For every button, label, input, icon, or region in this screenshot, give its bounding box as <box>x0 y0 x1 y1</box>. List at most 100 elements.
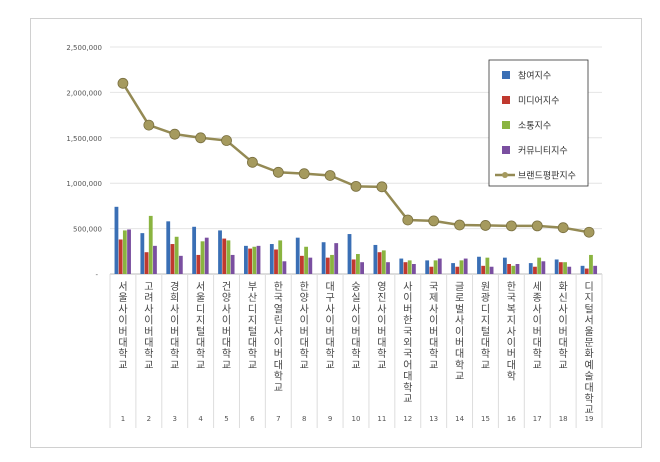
bar-커뮤니티지수 <box>178 255 183 274</box>
bar-커뮤니티지수 <box>386 262 390 274</box>
bar-참여지수 <box>477 256 481 274</box>
bar-미디어지수 <box>300 255 304 274</box>
bar-커뮤니티지수 <box>437 258 442 274</box>
bar-참여지수 <box>399 258 404 274</box>
brand-point <box>428 215 440 227</box>
brand-point <box>531 220 543 232</box>
bar-소통지수 <box>200 241 205 274</box>
bar-미디어지수 <box>118 239 123 274</box>
brand-point <box>117 77 129 89</box>
bar-참여지수 <box>502 257 507 274</box>
rank-label: 10 <box>352 415 361 423</box>
bar-소통지수 <box>330 254 334 274</box>
bar-소통지수 <box>174 236 179 274</box>
bar-미디어지수 <box>170 244 175 274</box>
bar-참여지수 <box>269 244 274 274</box>
rank-label: 13 <box>429 415 438 423</box>
bar-참여지수 <box>192 226 197 274</box>
rank-label: 19 <box>585 415 594 423</box>
rank-label: 18 <box>559 415 568 423</box>
legend-label: 미디어지수 <box>518 96 559 107</box>
bar-미디어지수 <box>403 262 408 274</box>
bar-참여지수 <box>218 230 222 274</box>
bar-소통지수 <box>356 254 360 274</box>
rank-label: 15 <box>481 415 490 423</box>
bar-소통지수 <box>252 246 257 274</box>
brand-point <box>221 135 232 146</box>
rank-label: 11 <box>377 415 386 423</box>
bar-소통지수 <box>407 260 412 274</box>
rank-label: 2 <box>147 415 151 423</box>
rank-label: 3 <box>173 415 177 423</box>
bar-커뮤니티지수 <box>463 258 468 274</box>
bar-미디어지수 <box>377 252 382 274</box>
bar-커뮤니티지수 <box>127 229 131 274</box>
legend-swatch <box>502 96 510 104</box>
brand-point <box>324 170 336 181</box>
bar-미디어지수 <box>507 264 511 274</box>
bar-참여지수 <box>244 245 248 274</box>
bar-참여지수 <box>425 260 430 274</box>
bar-참여지수 <box>580 265 585 274</box>
bar-미디어지수 <box>558 262 563 274</box>
bar-커뮤니티지수 <box>282 261 287 274</box>
rank-label: 1 <box>121 415 125 423</box>
bar-미디어지수 <box>455 266 460 274</box>
bar-커뮤니티지수 <box>256 245 261 274</box>
rank-label: 12 <box>403 415 412 423</box>
brand-point <box>376 181 388 193</box>
brand-point <box>272 166 284 178</box>
bar-소통지수 <box>511 265 516 274</box>
legend-label: 소통지수 <box>518 121 551 132</box>
legend-label: 브랜드평판지수 <box>518 171 576 182</box>
brand-point <box>298 168 310 180</box>
bar-커뮤니티지수 <box>489 266 494 274</box>
y-tick-label: 2,000,000 <box>66 89 102 97</box>
y-tick-label: 1,000,000 <box>66 180 102 188</box>
bar-참여지수 <box>140 233 145 274</box>
bar-미디어지수 <box>351 259 356 274</box>
bar-미디어지수 <box>429 266 434 274</box>
chart-frame <box>30 18 642 448</box>
bar-소통지수 <box>433 260 438 274</box>
legend-label: 커뮤니티지수 <box>518 146 568 157</box>
bar-미디어지수 <box>248 248 253 274</box>
y-tick-label: - <box>95 271 98 279</box>
bar-참여지수 <box>321 242 326 274</box>
brand-point <box>557 222 569 234</box>
y-tick-label: 1,500,000 <box>66 135 102 143</box>
bar-참여지수 <box>114 206 119 274</box>
bar-소통지수 <box>122 230 127 274</box>
bar-미디어지수 <box>144 252 149 274</box>
bar-소통지수 <box>381 250 386 274</box>
legend-swatch <box>502 146 510 154</box>
brand-point <box>195 132 207 144</box>
bar-참여지수 <box>347 234 352 274</box>
bar-참여지수 <box>295 237 300 274</box>
bar-미디어지수 <box>533 266 537 274</box>
bar-소통지수 <box>459 260 464 274</box>
bar-커뮤니티지수 <box>593 265 598 274</box>
brand-point <box>247 156 258 168</box>
brand-point <box>583 226 595 238</box>
bar-소통지수 <box>563 262 567 274</box>
bar-참여지수 <box>554 259 559 274</box>
bar-커뮤니티지수 <box>230 254 235 274</box>
bar-미디어지수 <box>222 238 227 274</box>
